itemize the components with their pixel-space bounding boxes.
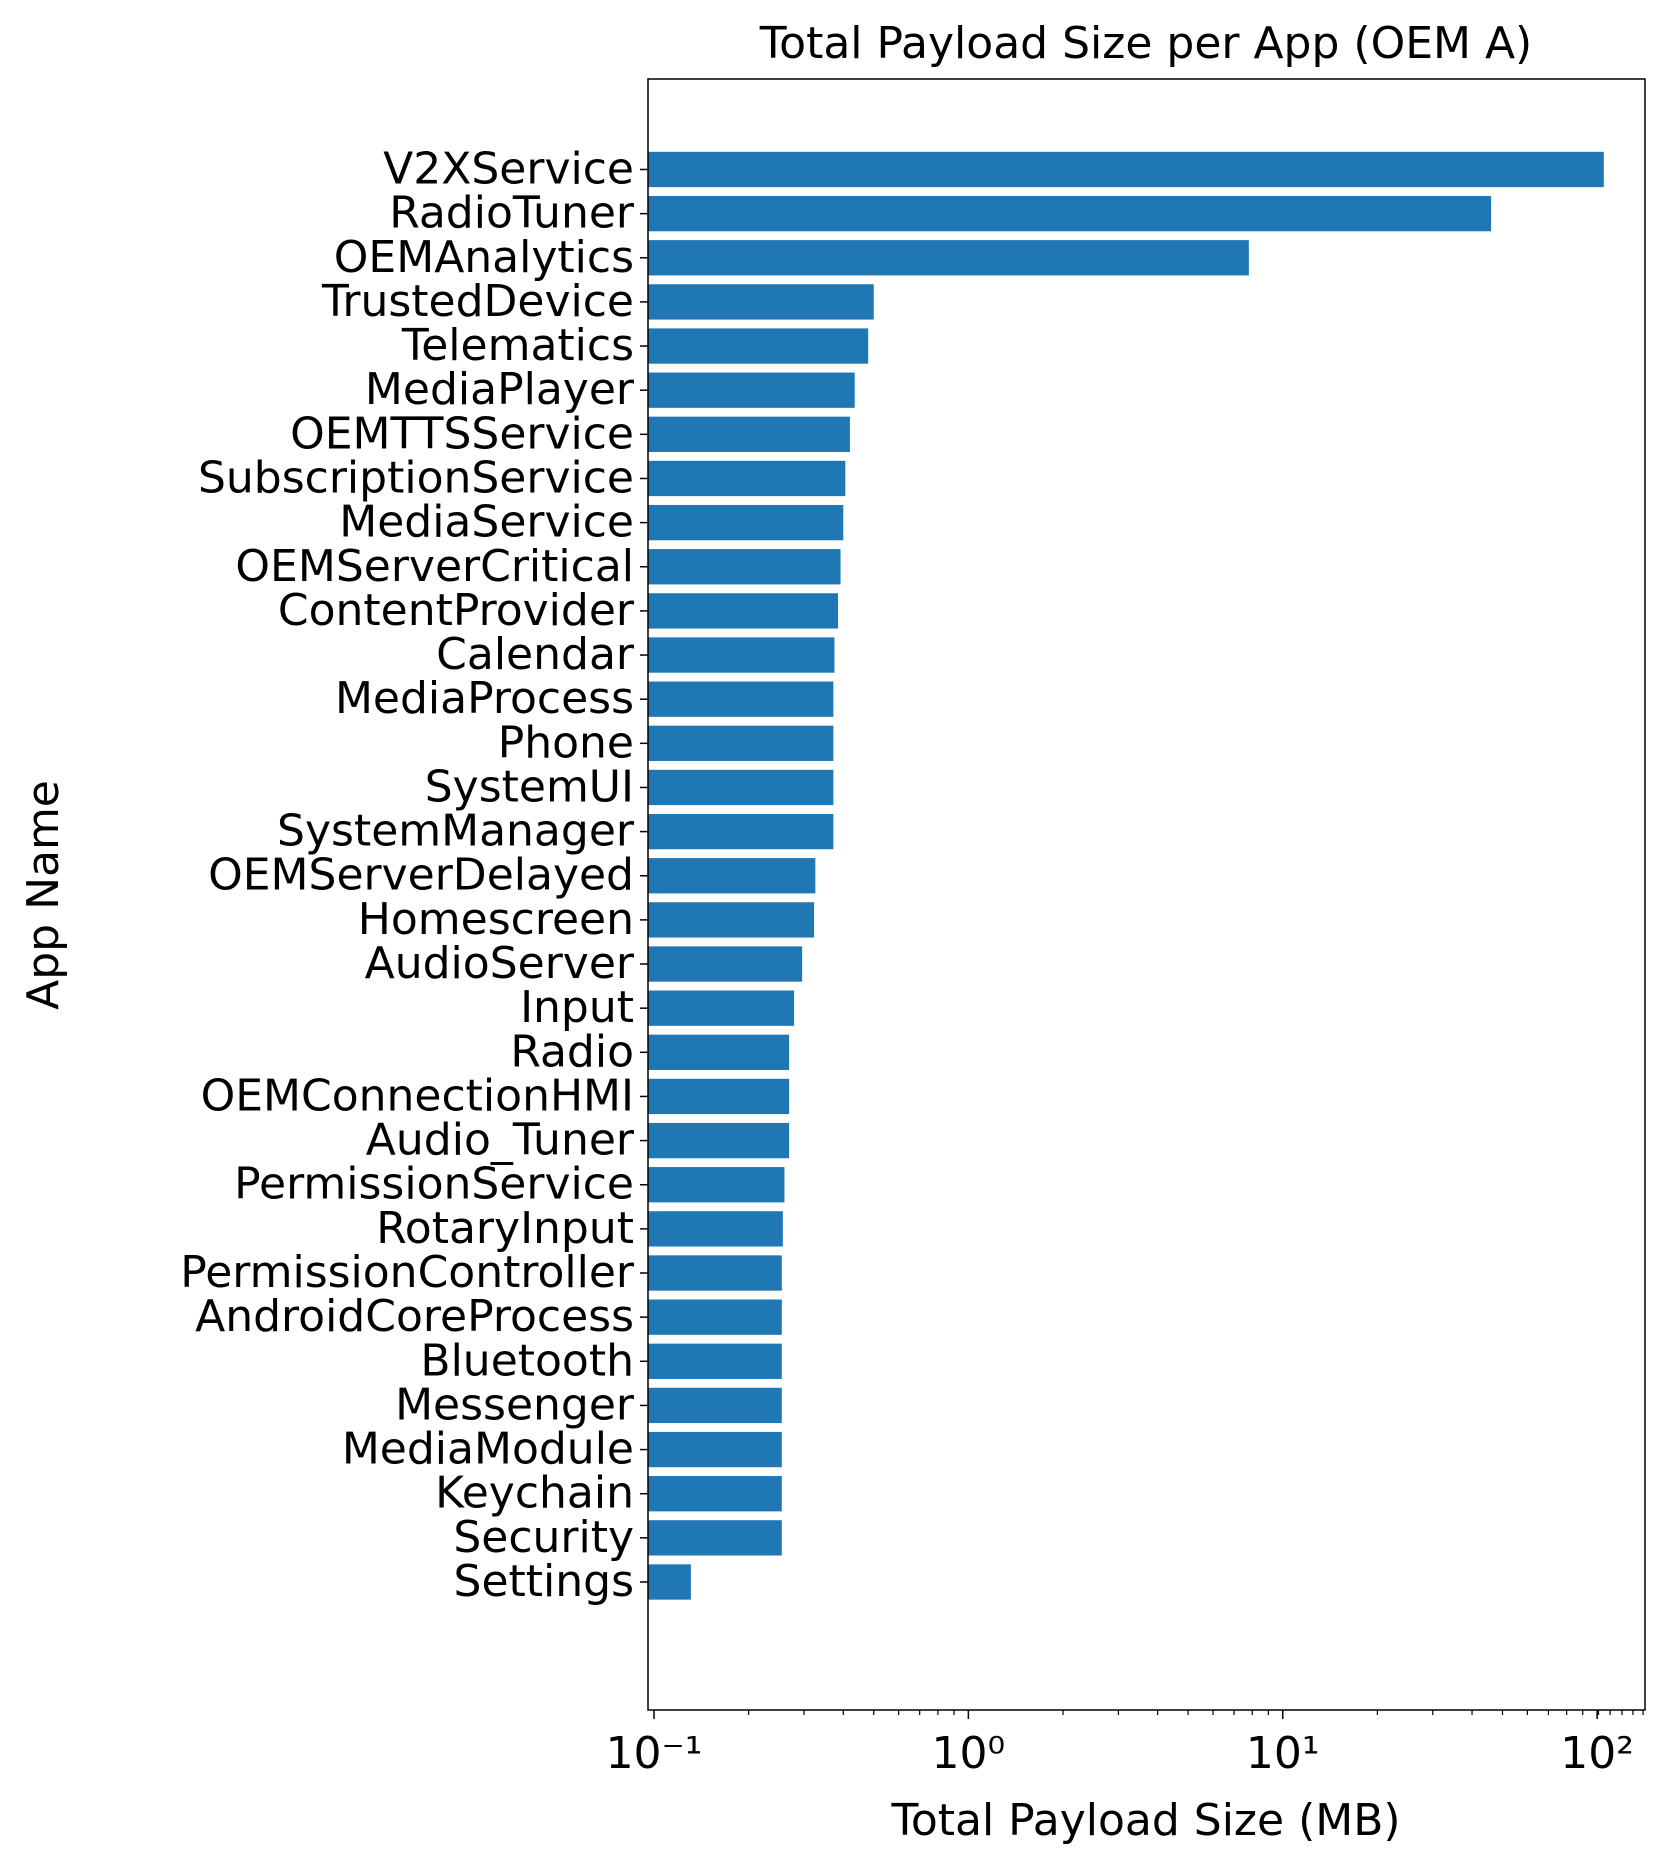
y-tick-label: OEMAnalytics — [334, 232, 634, 283]
bar — [648, 858, 816, 894]
bar — [648, 990, 795, 1026]
y-tick-label: OEMServerDelayed — [208, 850, 634, 901]
y-tick-label: RadioTuner — [389, 188, 635, 239]
bar — [648, 1343, 782, 1379]
bar — [648, 1255, 782, 1291]
x-tick-label: 10⁰ — [932, 1728, 1006, 1779]
y-tick-label: Calendar — [436, 629, 635, 680]
bar — [648, 416, 850, 452]
x-tick-label: 10⁻¹ — [606, 1728, 703, 1779]
y-tick-label: Telematics — [401, 320, 634, 371]
bar — [648, 946, 803, 982]
bar — [648, 1431, 782, 1468]
bar — [648, 1387, 782, 1424]
bar — [648, 284, 874, 320]
y-tick-label: MediaProcess — [335, 673, 634, 724]
y-tick-label: AudioServer — [365, 938, 635, 989]
y-tick-label: SystemManager — [277, 806, 635, 857]
bar — [648, 1211, 783, 1247]
y-tick-label: Homescreen — [358, 894, 634, 945]
y-tick-label: Input — [520, 982, 634, 1033]
bar — [648, 637, 835, 673]
x-tick-label: 10² — [1560, 1728, 1634, 1779]
bar — [648, 1476, 782, 1512]
y-tick-label: MediaModule — [342, 1424, 634, 1475]
bar — [648, 549, 841, 585]
bar — [648, 460, 846, 497]
y-tick-label: Settings — [454, 1556, 634, 1607]
y-tick-label: Phone — [498, 717, 634, 768]
bar — [648, 195, 1492, 232]
bar — [648, 328, 869, 364]
bar — [648, 681, 834, 717]
y-tick-label: OEMTTSService — [290, 408, 634, 459]
bar — [648, 1034, 790, 1070]
y-tick-label: Radio — [510, 1026, 634, 1077]
bar — [648, 1564, 691, 1600]
bar — [648, 504, 844, 541]
plot-frame — [647, 78, 1646, 1711]
y-tick-label: Keychain — [435, 1468, 634, 1519]
y-axis-label: App Name — [18, 780, 69, 1010]
bar — [648, 813, 834, 850]
y-tick-label: V2XService — [383, 143, 634, 194]
bar — [648, 1122, 790, 1159]
y-tick-label: AndroidCoreProcess — [195, 1291, 634, 1342]
bar — [648, 725, 834, 761]
y-tick-label: TrustedDevice — [321, 276, 634, 327]
y-tick-label: Security — [453, 1512, 634, 1563]
y-tick-label: Bluetooth — [420, 1335, 634, 1386]
bar — [648, 240, 1249, 276]
y-tick-label: MediaPlayer — [365, 364, 635, 415]
y-tick-label: PermissionService — [234, 1159, 634, 1210]
y-tick-label: SubscriptionService — [198, 452, 634, 503]
bar — [648, 1167, 785, 1203]
bar — [648, 151, 1604, 188]
y-tick-label: PermissionController — [180, 1247, 635, 1298]
bar — [648, 1299, 782, 1335]
y-tick-label: Messenger — [395, 1379, 635, 1430]
y-tick-label: Audio_Tuner — [366, 1115, 635, 1166]
bar — [648, 593, 839, 629]
y-tick-label: OEMConnectionHMI — [201, 1070, 634, 1121]
y-tick-label: OEMServerCritical — [235, 541, 634, 592]
chart-title: Total Payload Size per App (OEM A) — [759, 18, 1532, 69]
y-tick-label: ContentProvider — [278, 585, 635, 636]
x-axis-label: Total Payload Size (MB) — [890, 1795, 1400, 1846]
x-tick-label: 10¹ — [1246, 1728, 1320, 1779]
bar — [648, 1520, 782, 1556]
bar — [648, 769, 834, 806]
y-tick-label: MediaService — [339, 497, 634, 548]
bar — [648, 1078, 790, 1115]
bar — [648, 372, 855, 408]
bar — [648, 902, 815, 938]
y-tick-label: RotaryInput — [376, 1203, 634, 1254]
y-tick-label: SystemUI — [425, 761, 634, 812]
